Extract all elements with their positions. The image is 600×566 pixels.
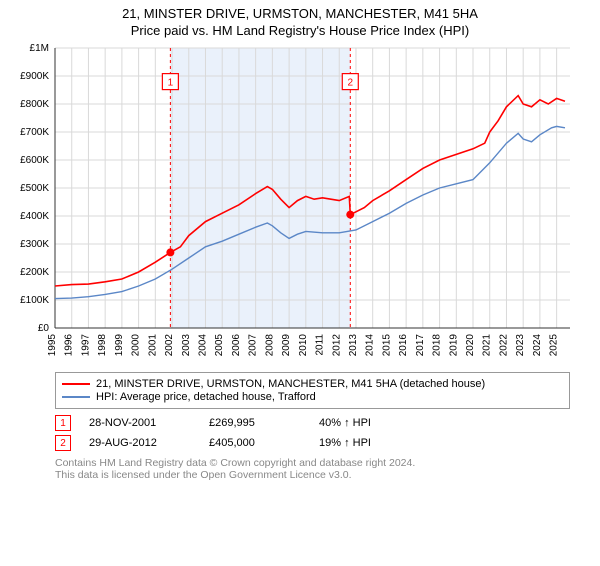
svg-text:£800K: £800K (20, 99, 49, 110)
sale-row: 2 29-AUG-2012 £405,000 19% ↑ HPI (55, 435, 570, 451)
title-subtitle: Price paid vs. HM Land Registry's House … (0, 23, 600, 38)
svg-text:2015: 2015 (381, 334, 392, 357)
svg-text:2020: 2020 (465, 334, 476, 357)
svg-text:1996: 1996 (64, 334, 75, 357)
svg-text:£300K: £300K (20, 239, 49, 250)
legend-swatch (62, 396, 90, 398)
svg-text:2002: 2002 (164, 334, 175, 357)
sale-marker-icon: 1 (55, 415, 71, 431)
svg-text:2017: 2017 (415, 334, 426, 357)
svg-text:2006: 2006 (231, 334, 242, 357)
legend-item: HPI: Average price, detached house, Traf… (62, 391, 563, 403)
svg-text:2018: 2018 (432, 334, 443, 357)
sale-price: £405,000 (209, 437, 319, 449)
svg-text:£600K: £600K (20, 155, 49, 166)
svg-text:2023: 2023 (515, 334, 526, 357)
footer-line: Contains HM Land Registry data © Crown c… (55, 457, 570, 469)
svg-text:1997: 1997 (80, 334, 91, 357)
svg-text:2013: 2013 (348, 334, 359, 357)
svg-text:2004: 2004 (197, 334, 208, 357)
sales-table: 1 28-NOV-2001 £269,995 40% ↑ HPI 2 29-AU… (55, 415, 570, 451)
legend-label: HPI: Average price, detached house, Traf… (96, 391, 316, 403)
svg-text:£200K: £200K (20, 267, 49, 278)
svg-text:£400K: £400K (20, 211, 49, 222)
sale-marker-icon: 2 (55, 435, 71, 451)
svg-text:£900K: £900K (20, 71, 49, 82)
svg-text:2022: 2022 (498, 334, 509, 357)
svg-text:2000: 2000 (131, 334, 142, 357)
sale-hpi: 40% ↑ HPI (319, 417, 371, 429)
legend-swatch (62, 383, 90, 385)
svg-text:2010: 2010 (298, 334, 309, 357)
footer-line: This data is licensed under the Open Gov… (55, 469, 570, 481)
legend-item: 21, MINSTER DRIVE, URMSTON, MANCHESTER, … (62, 378, 563, 390)
footer: Contains HM Land Registry data © Crown c… (55, 457, 570, 481)
svg-text:2005: 2005 (214, 334, 225, 357)
svg-text:2003: 2003 (181, 334, 192, 357)
legend-label: 21, MINSTER DRIVE, URMSTON, MANCHESTER, … (96, 378, 485, 390)
svg-text:2014: 2014 (365, 334, 376, 357)
svg-text:2021: 2021 (482, 334, 493, 357)
svg-text:2024: 2024 (532, 334, 543, 357)
svg-text:1998: 1998 (97, 334, 108, 357)
price-chart: £0 £100K £200K £300K £400K £500K £600K £700K £80… (0, 38, 600, 368)
svg-text:£700K: £700K (20, 127, 49, 138)
svg-text:2019: 2019 (448, 334, 459, 357)
svg-text:1995: 1995 (47, 334, 58, 357)
svg-text:2025: 2025 (549, 334, 560, 357)
svg-text:£500K: £500K (20, 183, 49, 194)
sale-row: 1 28-NOV-2001 £269,995 40% ↑ HPI (55, 415, 570, 431)
legend: 21, MINSTER DRIVE, URMSTON, MANCHESTER, … (55, 372, 570, 409)
sale-date: 28-NOV-2001 (89, 417, 209, 429)
svg-text:1999: 1999 (114, 334, 125, 357)
svg-text:2009: 2009 (281, 334, 292, 357)
svg-text:2: 2 (348, 78, 354, 89)
svg-text:2011: 2011 (315, 334, 326, 356)
sale-price: £269,995 (209, 417, 319, 429)
svg-text:2008: 2008 (264, 334, 275, 357)
svg-text:2012: 2012 (331, 334, 342, 357)
svg-text:1: 1 (168, 78, 174, 89)
chart-titles: 21, MINSTER DRIVE, URMSTON, MANCHESTER, … (0, 6, 600, 38)
title-address: 21, MINSTER DRIVE, URMSTON, MANCHESTER, … (0, 6, 600, 21)
svg-text:2001: 2001 (147, 334, 158, 357)
svg-text:2016: 2016 (398, 334, 409, 357)
sale-date: 29-AUG-2012 (89, 437, 209, 449)
svg-text:£100K: £100K (20, 295, 49, 306)
svg-text:£0: £0 (38, 323, 50, 334)
sale-hpi: 19% ↑ HPI (319, 437, 371, 449)
svg-text:2007: 2007 (248, 334, 259, 357)
svg-text:£1M: £1M (30, 43, 49, 54)
